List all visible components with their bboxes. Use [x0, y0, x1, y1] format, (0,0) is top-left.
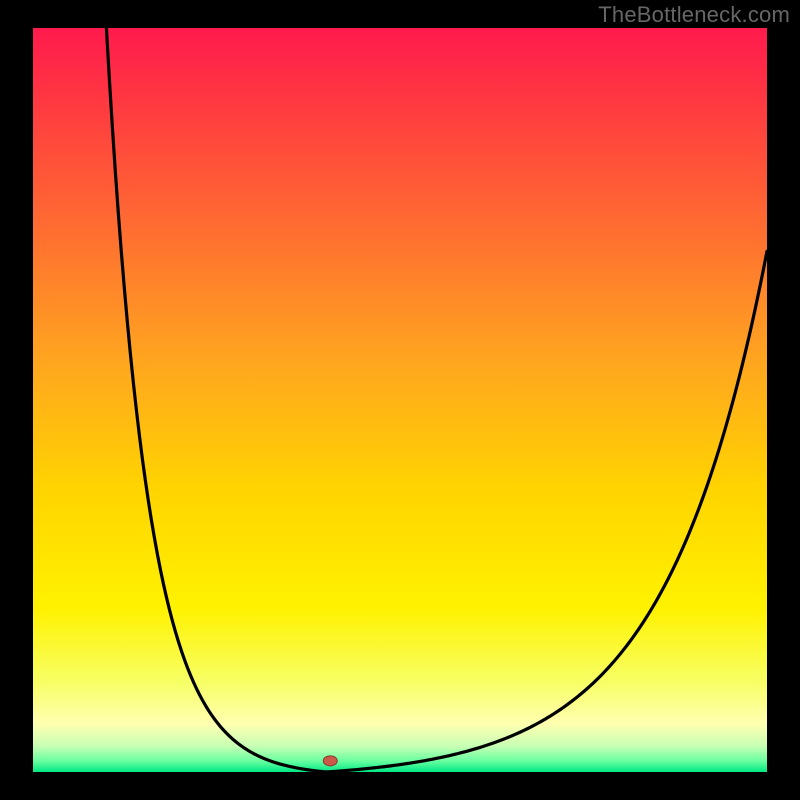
gradient-background — [33, 28, 767, 772]
watermark-text: TheBottleneck.com — [598, 2, 790, 28]
chart-container: TheBottleneck.com — [0, 0, 800, 800]
bottleneck-chart — [0, 0, 800, 800]
optimum-marker — [323, 756, 337, 766]
